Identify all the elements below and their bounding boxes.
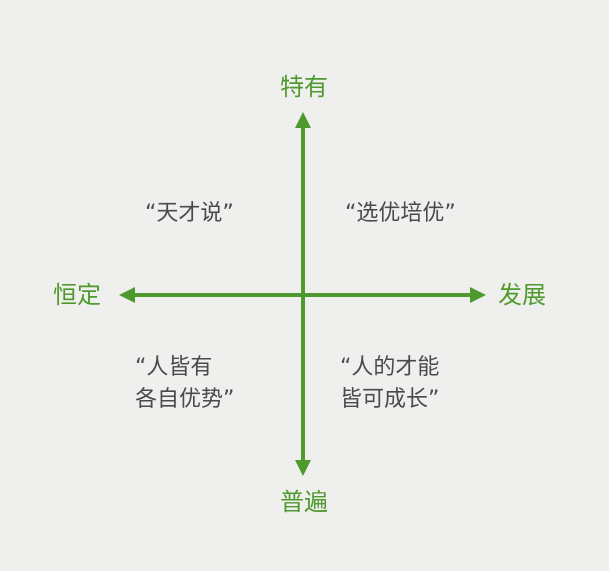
quadrant-top-left-text: “天才说” <box>145 198 234 230</box>
axis-label-bottom: 普遍 <box>280 488 328 516</box>
right-arrowhead <box>470 287 486 303</box>
quadrant-bottom-right-text: “人的才能 皆可成长” <box>340 352 439 416</box>
axis-label-left: 恒定 <box>53 281 101 309</box>
axis-label-top: 特有 <box>280 73 328 101</box>
quadrant-bottom-left-line-1: “人皆有 <box>135 355 213 380</box>
top-arrowhead <box>295 112 311 128</box>
left-arrowhead <box>119 287 135 303</box>
quadrant-bottom-right-line-1: “人的才能 <box>340 355 440 380</box>
quadrant-top-right-line-1: “选优培优” <box>345 201 456 226</box>
axis-label-right: 发展 <box>498 281 546 309</box>
quadrant-bottom-left-line-2: 各自优势” <box>135 386 235 412</box>
quadrant-bottom-right-line-2: 皆可成长” <box>340 386 440 412</box>
quadrant-bottom-left-text: “人皆有 各自优势” <box>135 352 234 416</box>
quadrant-top-right-text: “选优培优” <box>345 198 456 230</box>
quadrant-top-left-line-1: “天才说” <box>145 201 234 226</box>
bottom-arrowhead <box>295 460 311 476</box>
